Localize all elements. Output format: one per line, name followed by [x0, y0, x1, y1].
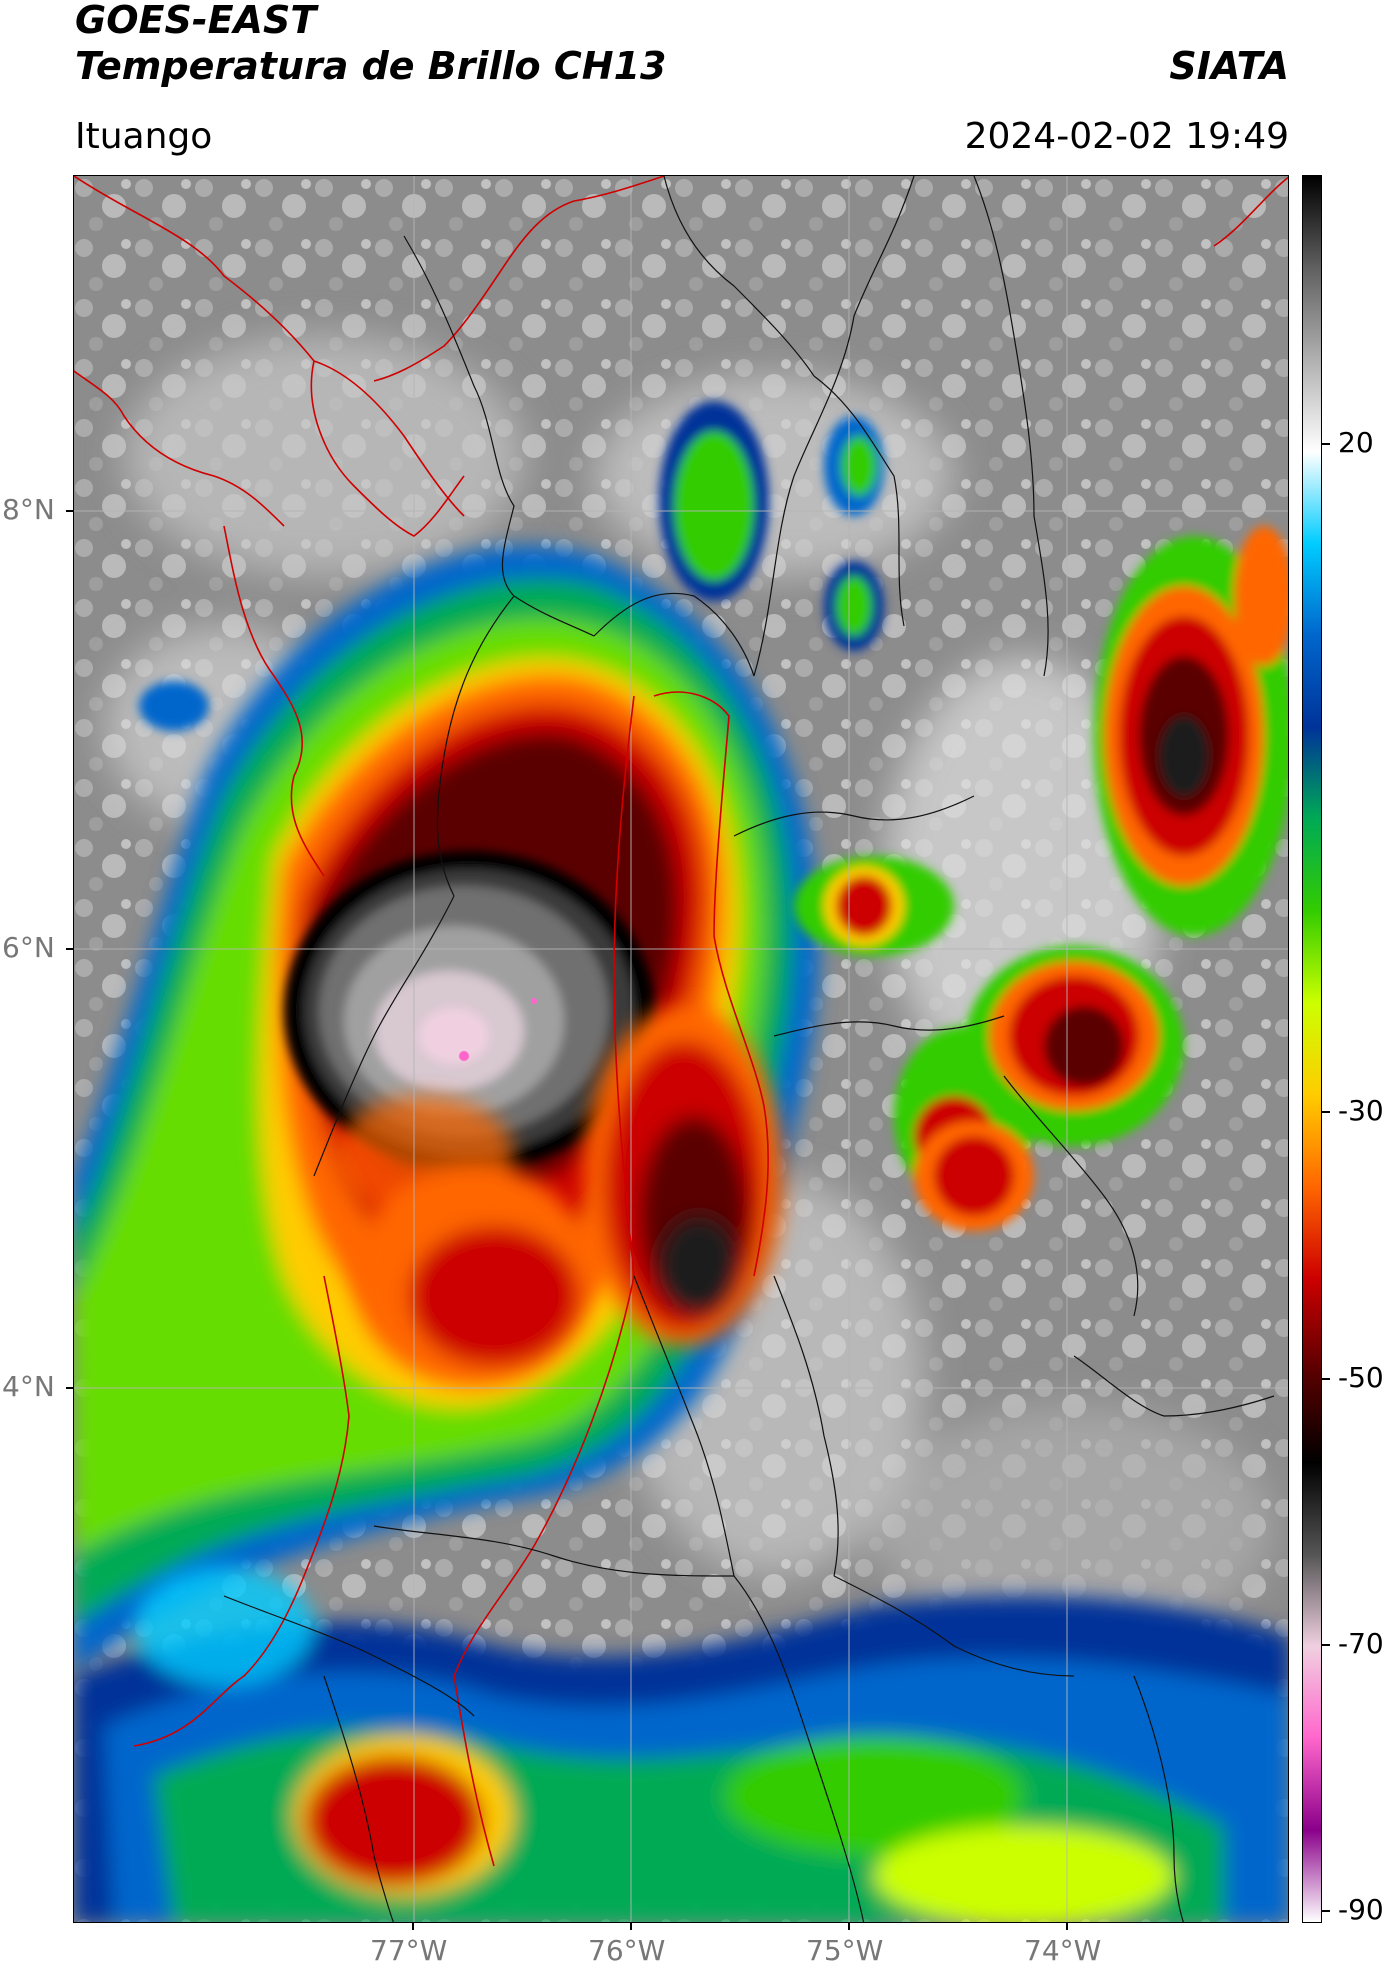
- lat-tick-4N: 4°N: [2, 1370, 55, 1403]
- colorbar-tick-minus90: -90: [1338, 1893, 1384, 1926]
- lat-tickmark: [66, 1387, 73, 1389]
- lon-tickmark: [1066, 1923, 1068, 1930]
- lon-tickmark: [412, 1923, 414, 1930]
- colorbar-tick-20: 20: [1338, 426, 1374, 459]
- colorbar-tickmark: [1322, 1910, 1330, 1912]
- colorbar-tickmark: [1322, 1644, 1330, 1646]
- colorbar: [1302, 175, 1322, 1923]
- colorbar-tick-minus50: -50: [1338, 1361, 1384, 1394]
- lat-tickmark: [66, 510, 73, 512]
- colorbar-tickmark: [1322, 1111, 1330, 1113]
- location-label: Ituango: [75, 116, 213, 157]
- lon-tick-77W: 77°W: [370, 1934, 448, 1967]
- satellite-title: GOES-EAST: [75, 0, 317, 42]
- convective-cells-south: [334, 1006, 784, 1386]
- lon-tick-74W: 74°W: [1024, 1934, 1102, 1967]
- department-borders: [223, 176, 1275, 1922]
- colorbar-tick-minus30: -30: [1338, 1094, 1384, 1127]
- colorbar-tickmark: [1322, 443, 1330, 445]
- southern-cloud-band: [74, 1566, 1288, 1922]
- eastern-cells: [794, 526, 1288, 1231]
- product-title: Temperatura de Brillo CH13: [75, 44, 667, 88]
- satellite-map[interactable]: [73, 175, 1289, 1923]
- gridlines: [74, 176, 1288, 1922]
- lon-tick-76W: 76°W: [588, 1934, 666, 1967]
- coldest-pixel-2: [531, 998, 537, 1004]
- brand-label: SIATA: [1169, 44, 1289, 88]
- lat-tickmark: [66, 948, 73, 950]
- lon-tickmark: [848, 1923, 850, 1930]
- lat-tick-8N: 8°N: [2, 493, 55, 526]
- northern-cells: [139, 401, 884, 731]
- map-canvas: [74, 176, 1288, 1922]
- coastline-borders: [74, 176, 1288, 1867]
- datetime-label: 2024-02-02 19:49: [964, 116, 1289, 157]
- lat-tick-6N: 6°N: [2, 931, 55, 964]
- lon-tick-75W: 75°W: [806, 1934, 884, 1967]
- colorbar-tick-minus70: -70: [1338, 1627, 1384, 1660]
- lon-tickmark: [630, 1923, 632, 1930]
- colorbar-tickmark: [1322, 1378, 1330, 1380]
- coldest-pixel: [459, 1051, 469, 1061]
